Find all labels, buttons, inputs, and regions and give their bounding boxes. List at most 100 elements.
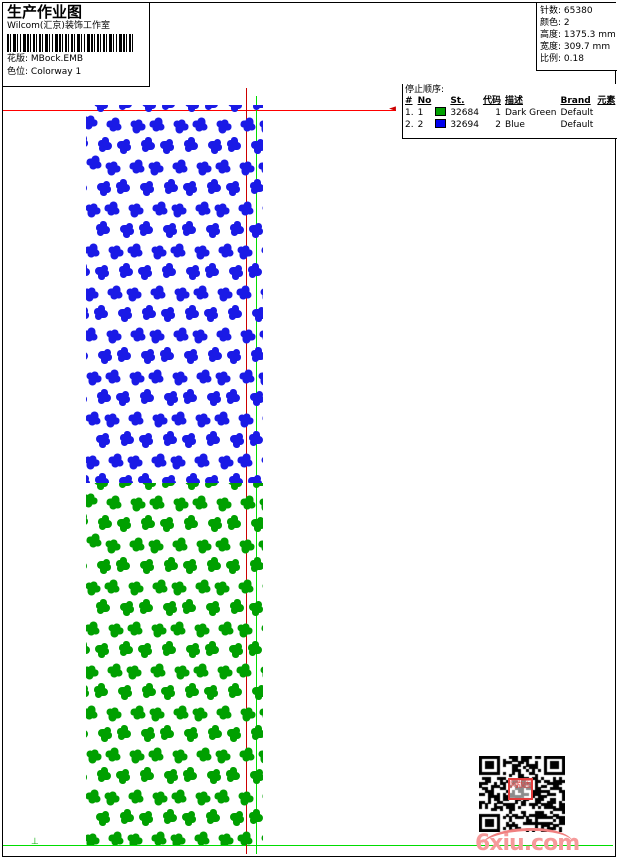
stitch-motif — [216, 327, 232, 342]
stitch-motif — [182, 221, 196, 236]
stitch-motif — [86, 391, 87, 406]
stitch-motif — [182, 811, 196, 826]
stitch-motif — [86, 287, 99, 302]
row-stitch-count: 32694 — [450, 119, 479, 130]
stitch-motif — [120, 223, 134, 238]
watermark-site-text: 6xiu.com — [475, 831, 580, 856]
stitch-motif — [214, 203, 230, 218]
info-row-colors: 颜色: 2 — [540, 17, 617, 29]
colorway-row: 色位: Colorway 1 — [7, 66, 149, 78]
stitch-motif — [118, 685, 132, 700]
colorway-value: Colorway 1 — [30, 67, 82, 77]
stitch-motif — [86, 243, 100, 258]
stitch-motif — [139, 811, 153, 826]
stitch-motif — [259, 328, 263, 342]
stitch-motif — [260, 288, 263, 302]
stitch-motif — [164, 391, 178, 406]
stitch-motif — [116, 769, 130, 784]
stitch-motif — [196, 161, 212, 176]
stitch-motif — [119, 475, 133, 483]
stitch-motif — [216, 119, 232, 134]
stitch-motif — [130, 119, 146, 134]
stitch-motif — [171, 203, 187, 218]
table-row: 1. 1 32684 1 Dark Green Default — [405, 107, 619, 119]
stitch-motif — [148, 747, 164, 762]
row-swatch-cell — [435, 107, 450, 119]
guide-line-vertical-red — [246, 88, 247, 854]
stitch-motif — [86, 327, 98, 342]
header-code: 代码 — [482, 96, 501, 106]
stitch-motif — [86, 135, 88, 150]
stitch-motif — [239, 539, 255, 554]
row-brand: Default — [560, 119, 594, 130]
stitch-motif — [193, 663, 209, 678]
design-file-value: MBock.EMB — [30, 54, 84, 64]
stitch-motif — [104, 791, 120, 806]
stitch-motif — [173, 497, 189, 512]
stitch-motif — [216, 705, 232, 720]
stitch-motif — [170, 833, 186, 845]
stitch-motif — [105, 369, 121, 384]
stitch-region-blue — [86, 105, 263, 483]
stitch-motif — [149, 329, 165, 344]
stitch-motif — [194, 453, 210, 468]
stitch-motif — [129, 537, 145, 552]
stitches-value: 65380 — [563, 6, 593, 16]
stitch-motif — [106, 329, 122, 344]
stitch-motif — [86, 789, 101, 804]
stitch-motif — [227, 349, 241, 364]
row-brand: Default — [560, 107, 594, 118]
qr-stamp-icon: 网版图 — [508, 778, 533, 800]
stitch-motif — [117, 139, 131, 154]
stitch-motif — [128, 411, 144, 426]
stitch-motif — [86, 769, 87, 784]
stitch-motif — [149, 495, 165, 510]
stitch-motif — [208, 347, 222, 362]
stitch-motif — [173, 119, 189, 134]
stitch-motif — [184, 727, 198, 742]
stitch-motif — [148, 369, 164, 384]
stitch-motif — [230, 221, 244, 236]
scale-label: 比例: — [540, 54, 562, 64]
stitch-motif — [104, 413, 120, 428]
stitch-motif — [260, 666, 263, 680]
stitch-motif — [152, 201, 168, 216]
stitch-motif — [164, 769, 178, 784]
stitch-motif — [130, 497, 146, 512]
stitch-motif — [195, 413, 211, 428]
stitch-motif — [259, 498, 263, 512]
stitch-motif — [129, 159, 145, 174]
header-element: 元素 — [597, 96, 616, 106]
stitch-motif — [228, 305, 242, 320]
height-value: 1375.3 mm — [563, 30, 616, 40]
stitch-motif — [226, 767, 240, 782]
stitch-motif — [118, 483, 132, 488]
stitch-motif — [194, 245, 210, 260]
stitch-motif — [206, 431, 220, 446]
stitch-motif — [151, 453, 167, 468]
stitch-motif — [196, 539, 212, 554]
stitch-motif — [161, 685, 175, 700]
stitch-motif — [164, 179, 178, 194]
stitch-motif — [128, 581, 144, 596]
stitch-motif — [258, 538, 263, 552]
stitch-motif — [259, 706, 263, 720]
color-swatch — [435, 107, 447, 116]
stitch-motif — [185, 483, 199, 490]
stitch-motif — [97, 389, 111, 404]
stitch-motif — [261, 456, 263, 470]
stitch-motif — [118, 307, 132, 322]
height-label: 高度: — [540, 30, 562, 40]
stitch-motif — [218, 455, 234, 470]
stitch-motif — [130, 705, 146, 720]
stitch-motif — [117, 517, 131, 532]
stitch-motif — [250, 557, 263, 572]
stitch-motif — [170, 243, 186, 258]
stitch-motif — [252, 307, 263, 322]
stitch-motif — [182, 599, 196, 614]
stitch-motif — [183, 767, 197, 782]
stitch-motif — [105, 161, 121, 176]
info-row-stitches: 针数: 65380 — [540, 5, 617, 17]
stitch-motif — [160, 347, 174, 362]
